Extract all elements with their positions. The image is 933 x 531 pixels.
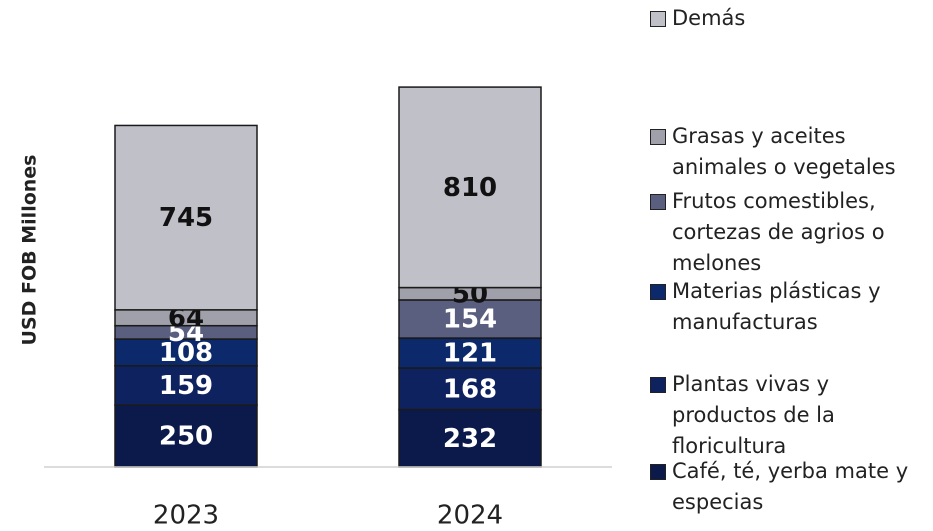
bar-segment (398, 337, 542, 369)
bar-segment (398, 299, 542, 339)
legend-label: Plantas vivas y productos de la floricul… (672, 372, 835, 458)
legend-item: Café, té, yerba mate y especias (650, 456, 933, 518)
legend-item: Frutos comestibles, cortezas de agrios o… (650, 186, 933, 279)
legend-label: Frutos comestibles, cortezas de agrios o… (672, 189, 885, 275)
legend-item: Materias plásticas y manufacturas (650, 276, 933, 338)
data-label: 250 (159, 422, 213, 452)
data-label: 745 (159, 203, 213, 233)
y-axis-label: USD FOB Millones (19, 155, 41, 346)
x-tick-label: 2024 (437, 501, 503, 531)
legend-swatch (650, 464, 666, 480)
data-label: 108 (159, 338, 213, 368)
legend-swatch (650, 284, 666, 300)
legend-swatch (650, 194, 666, 210)
legend-item: Plantas vivas y productos de la floricul… (650, 369, 933, 462)
data-label: 810 (443, 173, 497, 203)
legend-label: Materias plásticas y manufacturas (672, 279, 881, 334)
bar-segment (114, 404, 258, 468)
legend-label: Demás (672, 6, 746, 30)
legend-item: Demás (650, 3, 933, 34)
bar-segment (398, 367, 542, 411)
legend-swatch (650, 11, 666, 27)
bar-segment (114, 124, 258, 311)
bar-segment (398, 408, 542, 468)
legend-label: Café, té, yerba mate y especias (672, 459, 909, 514)
legend-label: Grasas y aceites animales o vegetales (672, 124, 896, 179)
data-label: 121 (443, 339, 497, 369)
data-label: 154 (443, 304, 497, 334)
legend-item: Grasas y aceites animales o vegetales (650, 121, 933, 183)
data-label: 159 (159, 371, 213, 401)
x-tick-label: 2023 (153, 501, 219, 531)
legend-swatch (650, 377, 666, 393)
bar-segment (398, 86, 542, 289)
legend-swatch (650, 129, 666, 145)
data-label: 232 (443, 424, 497, 454)
data-label: 168 (443, 374, 497, 404)
